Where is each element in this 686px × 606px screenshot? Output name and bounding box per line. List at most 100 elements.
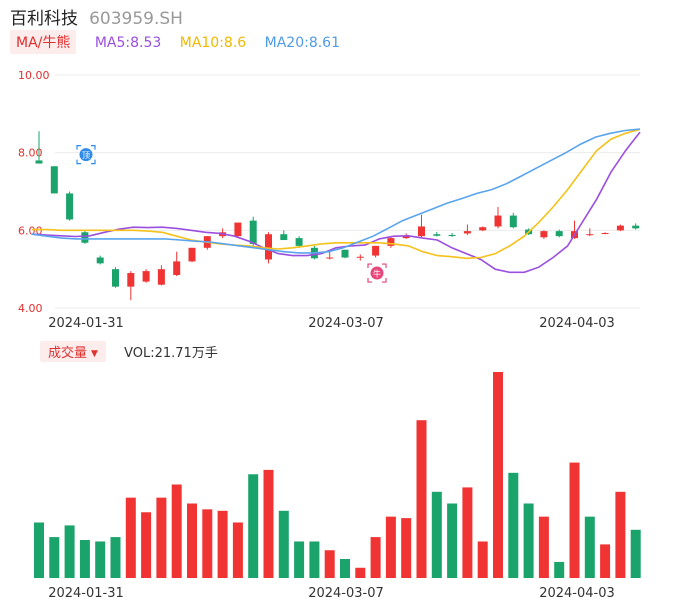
volume-bar [49, 537, 60, 578]
volume-bar [141, 512, 152, 578]
x-tick-label: 2024-01-31 [48, 586, 124, 601]
candle [341, 249, 349, 259]
stock-code: 603959.SH [89, 9, 183, 29]
candle [81, 230, 89, 244]
volume-bar [171, 484, 182, 578]
candle [295, 236, 303, 248]
volume-legend: 成交量 ▼ VOL:21.71万手 [40, 341, 218, 362]
ma-toggle-button[interactable]: MA/牛熊 [10, 30, 77, 54]
volume-bar [309, 541, 320, 578]
volume-bar [34, 522, 44, 578]
volume-bar [523, 503, 534, 578]
x-tick-label: 2024-04-03 [539, 316, 615, 331]
volume-bar [232, 522, 243, 578]
volume-bar [538, 516, 549, 578]
ma20-line [31, 128, 641, 254]
volume-value: VOL:21.71万手 [124, 346, 218, 361]
signal-markers: 顶牛 [76, 145, 387, 283]
candle [280, 230, 288, 241]
volume-bar [294, 541, 305, 578]
candle [157, 265, 165, 286]
price-axis: 10.008.006.004.00 [18, 69, 50, 315]
candle [50, 166, 58, 194]
volume-bar [187, 503, 197, 578]
volume-bar [110, 537, 121, 578]
volume-bar [217, 510, 228, 578]
volume-bar [324, 550, 335, 578]
volume-bar [569, 462, 580, 578]
candle [601, 232, 609, 235]
x-tick-label: 2024-04-03 [539, 586, 615, 601]
marker-label: 顶 [82, 151, 90, 160]
volume-bar [416, 420, 427, 578]
candle [509, 212, 517, 229]
volume-bar [600, 544, 611, 578]
volume-bar [355, 567, 366, 578]
stock-title: 百利科技 603959.SH [10, 4, 183, 29]
volume-bar [156, 497, 167, 578]
candle [66, 191, 74, 221]
signal-marker[interactable]: 牛 [367, 263, 387, 283]
volume-toggle-button[interactable]: 成交量 ▼ [40, 341, 106, 362]
candle [142, 269, 150, 283]
volume-bar [615, 491, 626, 578]
ma5-line [31, 131, 641, 274]
candle [463, 224, 471, 235]
y-tick-label: 10.00 [18, 69, 50, 82]
volume-bar [584, 516, 595, 578]
volume-bar [385, 516, 396, 578]
volume-bar [125, 497, 136, 578]
volume-bar [462, 487, 473, 578]
volume-bar [278, 510, 289, 578]
volume-bar [630, 529, 641, 578]
candle [540, 230, 548, 239]
candle [433, 231, 441, 237]
volume-date-axis: 2024-01-31 2024-03-07 2024-04-03 [48, 586, 615, 601]
candle [418, 214, 425, 239]
moving-average-lines [31, 128, 641, 274]
volume-bar [477, 541, 488, 578]
candle [479, 226, 487, 232]
volume-bar [248, 474, 259, 578]
volume-bar [370, 537, 381, 578]
candlesticks [35, 131, 640, 301]
ma10-line [32, 128, 641, 260]
candle [234, 222, 242, 238]
ma-legend: MA/牛熊 MA5:8.53 MA10:8.6 MA20:8.61 [10, 30, 340, 54]
x-tick-label: 2024-03-07 [308, 316, 384, 331]
candle [96, 255, 104, 265]
x-tick-label: 2024-01-31 [48, 316, 124, 331]
candle [387, 236, 395, 248]
candle [112, 267, 119, 288]
volume-bar [554, 561, 565, 578]
ma5-value: MA5:8.53 [94, 35, 162, 51]
volume-toggle-label: 成交量 [48, 346, 88, 361]
volume-bar [95, 541, 106, 578]
volume-bar [447, 503, 458, 578]
volume-bar [508, 472, 519, 578]
candle [249, 216, 257, 246]
candle [173, 251, 181, 277]
y-tick-label: 4.00 [18, 302, 43, 315]
volume-bars [34, 372, 641, 578]
candle [586, 228, 594, 237]
volume-bar [431, 491, 442, 578]
chevron-down-icon: ▼ [91, 349, 98, 359]
price-grid [55, 74, 640, 309]
ma10-value: MA10:8.6 [179, 35, 247, 51]
candle [448, 233, 456, 237]
candle [35, 131, 43, 164]
ma20-value: MA20:8.61 [264, 35, 340, 51]
stock-name: 百利科技 [10, 9, 78, 29]
candle [372, 245, 380, 258]
candle [356, 254, 364, 261]
candle [494, 207, 502, 229]
volume-bar [64, 525, 75, 578]
price-date-axis: 2024-01-31 2024-03-07 2024-04-03 [48, 316, 615, 331]
candle [632, 223, 640, 230]
volume-bar [263, 469, 274, 578]
signal-marker[interactable]: 顶 [76, 145, 96, 165]
marker-label: 牛 [373, 269, 381, 279]
candle [616, 224, 624, 232]
